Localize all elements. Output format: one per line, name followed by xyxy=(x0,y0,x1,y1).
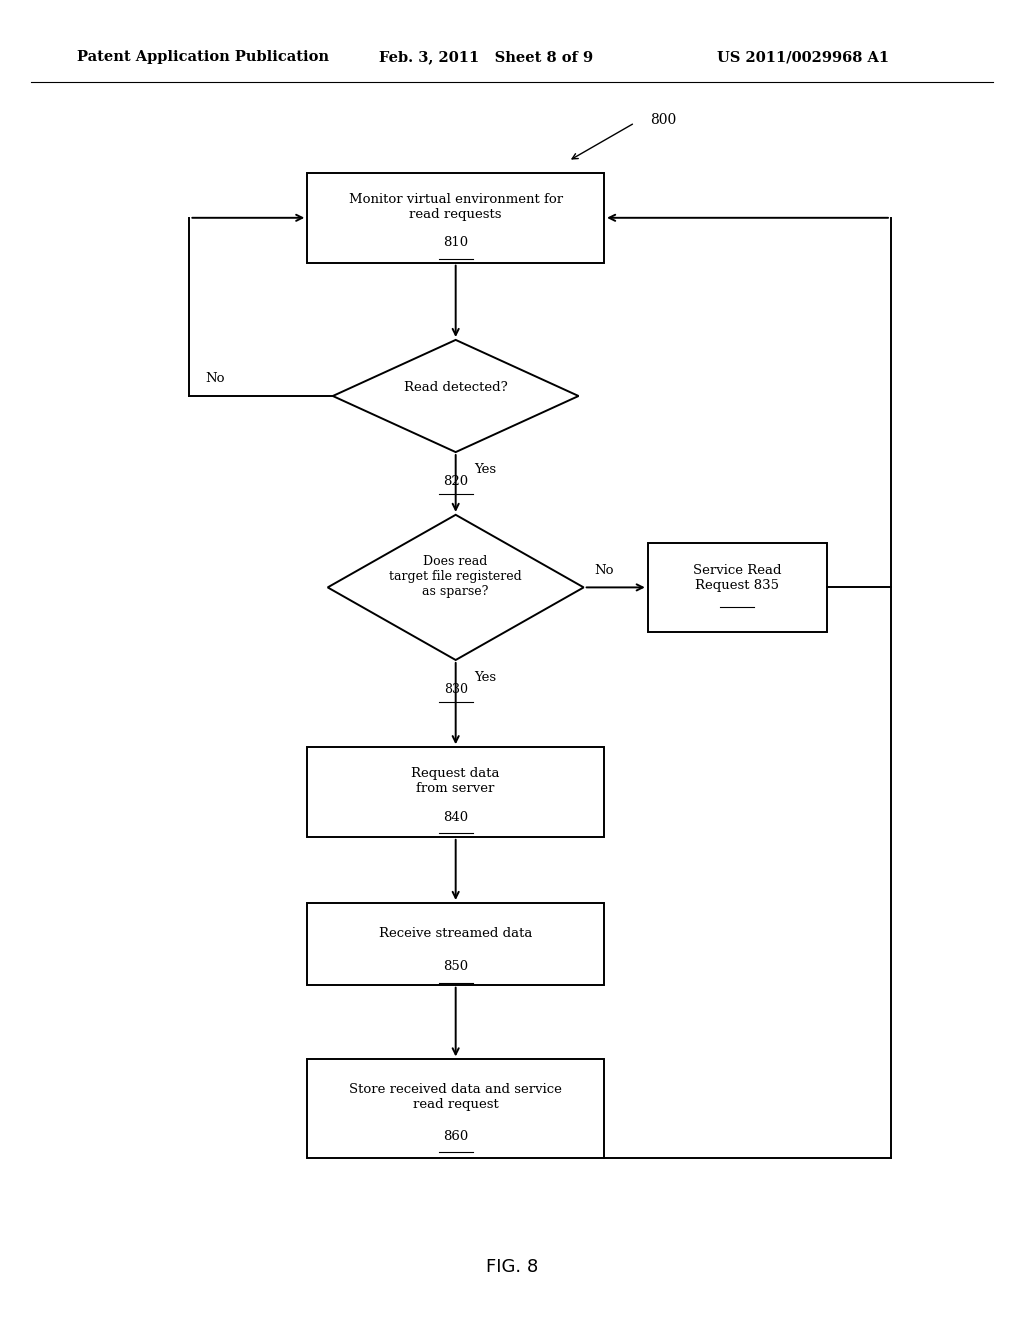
Text: Does read
target file registered
as sparse?: Does read target file registered as spar… xyxy=(389,554,522,598)
Text: No: No xyxy=(594,564,613,577)
Text: Service Read
Request 835: Service Read Request 835 xyxy=(693,565,781,593)
Text: Patent Application Publication: Patent Application Publication xyxy=(77,50,329,65)
Text: Yes: Yes xyxy=(474,463,497,475)
Polygon shape xyxy=(328,515,584,660)
Text: 820: 820 xyxy=(443,475,468,487)
Bar xyxy=(307,1059,604,1159)
Text: 840: 840 xyxy=(443,810,468,824)
Bar xyxy=(307,747,604,837)
Text: Request data
from server: Request data from server xyxy=(412,767,500,795)
Text: 800: 800 xyxy=(650,114,677,127)
Text: Read detected?: Read detected? xyxy=(403,381,508,395)
Text: 850: 850 xyxy=(443,960,468,973)
Bar xyxy=(647,543,826,632)
Text: Receive streamed data: Receive streamed data xyxy=(379,928,532,940)
Bar xyxy=(307,173,604,263)
Polygon shape xyxy=(333,341,579,451)
Text: Store received data and service
read request: Store received data and service read req… xyxy=(349,1082,562,1111)
Text: US 2011/0029968 A1: US 2011/0029968 A1 xyxy=(717,50,889,65)
Text: Feb. 3, 2011   Sheet 8 of 9: Feb. 3, 2011 Sheet 8 of 9 xyxy=(379,50,593,65)
Text: 830: 830 xyxy=(443,682,468,696)
Text: Monitor virtual environment for
read requests: Monitor virtual environment for read req… xyxy=(348,193,563,220)
Text: 810: 810 xyxy=(443,236,468,249)
Text: No: No xyxy=(205,372,224,385)
Text: 860: 860 xyxy=(443,1130,468,1143)
Text: FIG. 8: FIG. 8 xyxy=(485,1258,539,1276)
Text: Yes: Yes xyxy=(474,671,497,684)
Bar xyxy=(307,903,604,985)
